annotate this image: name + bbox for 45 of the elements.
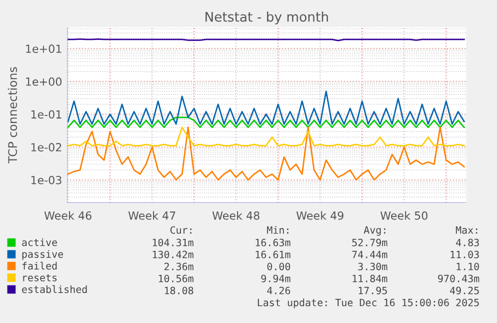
text: 10.56m [158, 274, 194, 282]
text: 130.42m [152, 250, 194, 258]
text: Avg: [364, 226, 386, 236]
line-series [67, 90, 465, 125]
text: 74.44m [352, 250, 388, 258]
y-tick-label: 1e+01 [26, 44, 62, 53]
text: 104.31m [152, 238, 194, 246]
text: 9.94m [261, 274, 290, 282]
text: Min: [267, 226, 288, 234]
y-tick-label: 1e-01 [31, 110, 62, 119]
legend-label: established [22, 285, 87, 294]
legend-label: resets [23, 274, 57, 282]
text: 970.43m [438, 274, 480, 282]
line-series [67, 126, 465, 181]
text: 11.84m [352, 274, 388, 282]
line-series [67, 126, 465, 146]
text: 0.00 [267, 262, 290, 270]
x-tick-label: Week 48 [212, 211, 260, 220]
text: 18.08 [164, 286, 194, 294]
chart-title: Netstat - by month [206, 12, 328, 24]
text: 16.61m [256, 250, 290, 258]
text: 1.10 [456, 262, 479, 270]
text: Max: [456, 226, 478, 234]
text: 52.79m [352, 238, 388, 246]
text: 2.36m [164, 262, 194, 270]
x-tick-label: Week 46 [44, 211, 92, 220]
text: Cur: [170, 226, 192, 234]
text: 4.26 [267, 286, 290, 294]
x-tick-label: Week 50 [380, 211, 428, 220]
text: 17.95 [358, 286, 387, 294]
y-tick-label: 1e-02 [31, 143, 62, 152]
text: 11.03 [450, 250, 479, 258]
y-tick-label: 1e-03 [31, 176, 62, 184]
legend-label: passive [22, 250, 64, 260]
x-tick-label: Week 49 [296, 211, 344, 220]
text: 16.63m [256, 238, 290, 246]
x-tick-label: Week 47 [128, 211, 176, 220]
y-tick-label: 1e+00 [26, 77, 62, 86]
legend-label: failed [22, 262, 57, 270]
legend-label: active [22, 238, 57, 246]
y-axis-title: TCP connections [8, 67, 18, 164]
text: 3.30m [358, 262, 388, 270]
text: 4.83 [456, 238, 479, 246]
text: 49.25 [450, 286, 479, 294]
text: Last update: Tue Dec 16 15:00:06 2025 [258, 298, 479, 308]
